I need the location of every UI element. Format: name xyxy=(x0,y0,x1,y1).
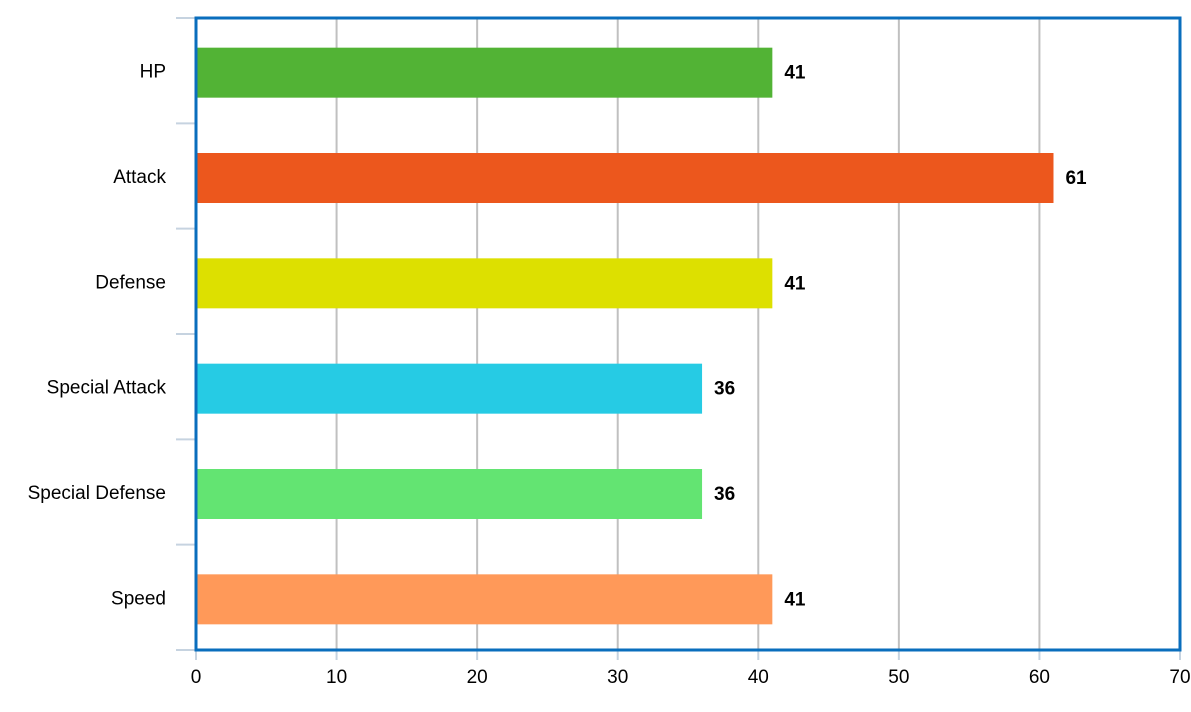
bar xyxy=(196,363,703,414)
value-label: 41 xyxy=(784,273,806,294)
value-label: 41 xyxy=(784,63,806,84)
plot-border xyxy=(194,16,1182,652)
x-tick-label: 20 xyxy=(467,667,488,688)
value-label: 61 xyxy=(1065,168,1087,189)
bar xyxy=(196,469,703,519)
x-tick-label: 30 xyxy=(607,667,628,688)
y-tick-label: Speed xyxy=(111,588,166,609)
value-label: 36 xyxy=(714,484,735,505)
x-tick-label: 50 xyxy=(888,667,909,688)
bar xyxy=(196,153,1054,203)
x-tick-label: 70 xyxy=(1169,667,1190,688)
y-tick-label: Special Defense xyxy=(28,483,166,504)
value-label: 36 xyxy=(714,379,735,400)
x-tick-label: 10 xyxy=(326,667,347,688)
bar xyxy=(196,574,773,625)
y-tick-label: Defense xyxy=(95,272,166,293)
y-tick-label: Special Attack xyxy=(47,378,167,399)
bar xyxy=(196,47,773,98)
x-tick-label: 60 xyxy=(1029,667,1050,688)
x-tick-label: 40 xyxy=(748,667,769,688)
bar xyxy=(196,258,773,309)
x-tick-label: 0 xyxy=(191,667,202,688)
y-tick-label: Attack xyxy=(113,167,166,188)
y-tick-label: HP xyxy=(140,62,166,83)
value-label: 41 xyxy=(784,589,806,610)
